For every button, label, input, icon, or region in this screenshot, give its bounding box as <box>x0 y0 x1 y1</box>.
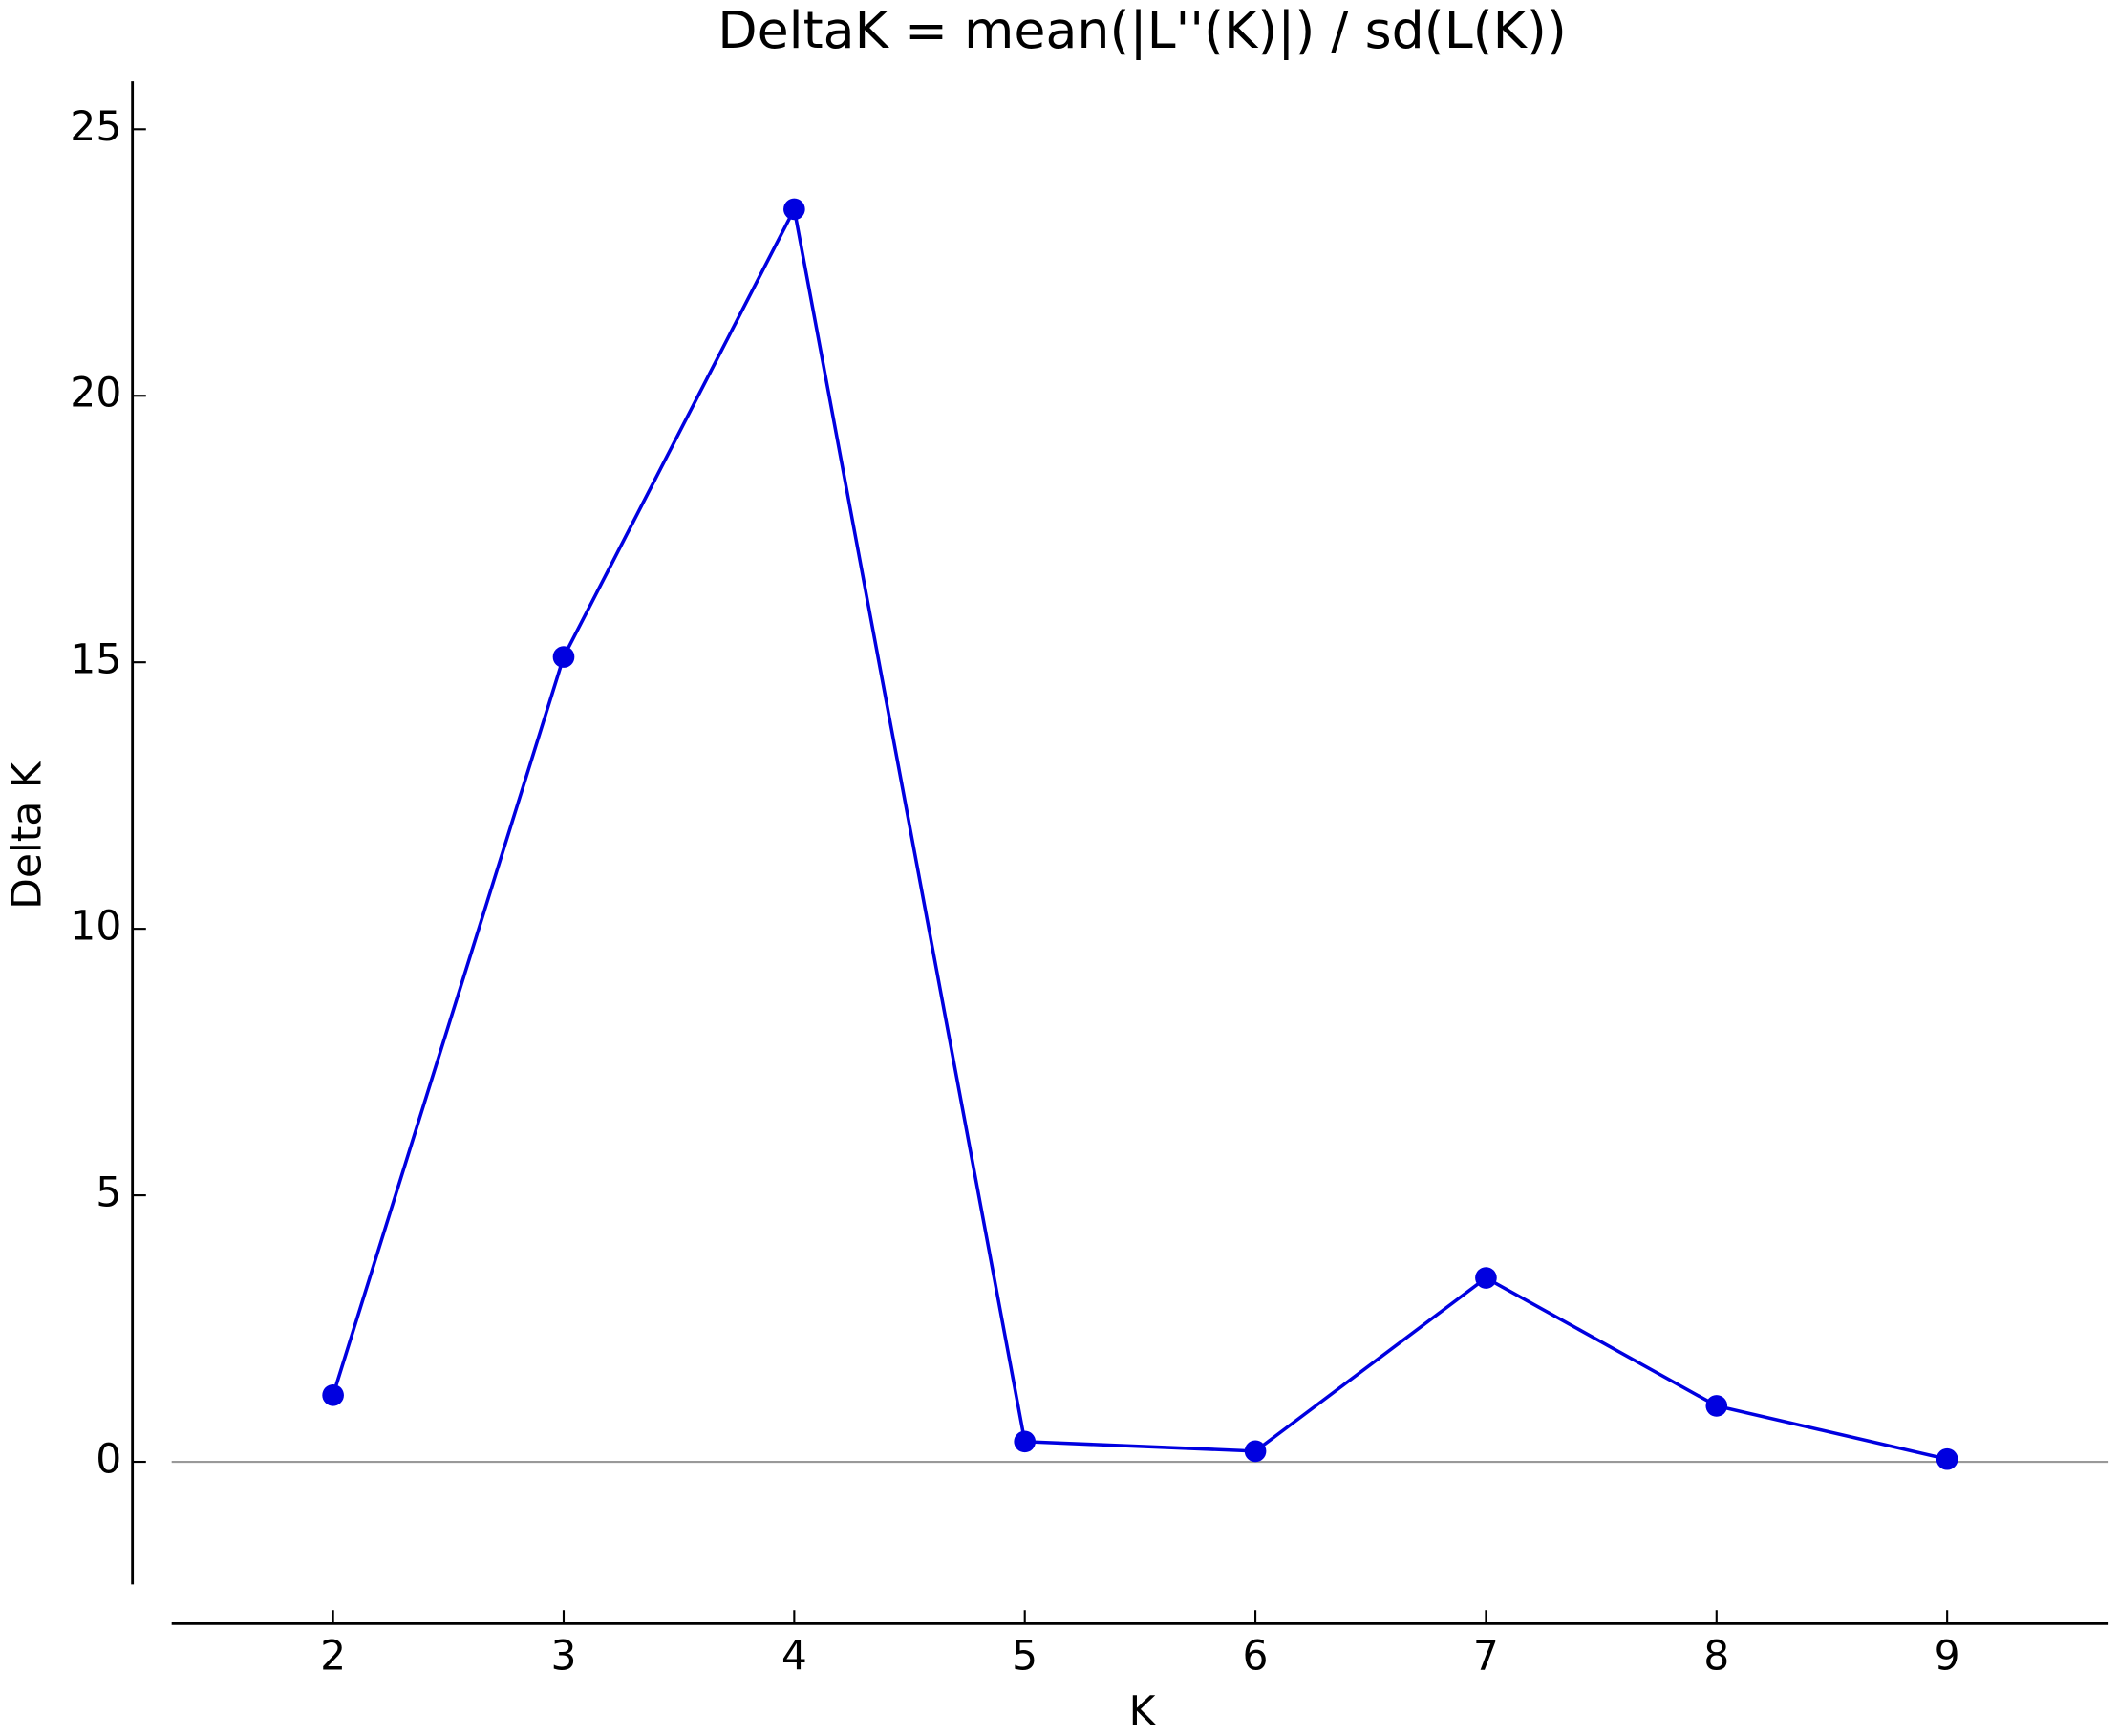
data-point <box>783 198 805 221</box>
y-tick-label: 10 <box>70 904 121 951</box>
data-point <box>1705 1395 1728 1417</box>
x-tick-label: 2 <box>320 1634 346 1681</box>
data-line <box>331 204 1948 1461</box>
y-tick-label: 25 <box>70 104 121 151</box>
chart-title: DeltaK = mean(|L''(K)|) / sd(L(K)) <box>717 0 1567 60</box>
data-point <box>1475 1267 1497 1289</box>
x-tick-label: 6 <box>1243 1634 1269 1681</box>
data-point <box>322 1383 344 1406</box>
data-point <box>552 646 575 668</box>
y-tick-label: 0 <box>96 1437 121 1484</box>
y-axis-label: Delta K <box>5 761 52 910</box>
data-point <box>1014 1430 1037 1453</box>
x-tick-label: 8 <box>1703 1634 1729 1681</box>
x-tick-label: 3 <box>550 1634 576 1681</box>
data-point <box>1936 1447 1958 1470</box>
x-tick-label: 9 <box>1935 1634 1960 1681</box>
y-tick-label: 5 <box>96 1170 121 1217</box>
x-tick-label: 4 <box>781 1634 807 1681</box>
y-tick-label: 15 <box>70 637 121 684</box>
data-point <box>1244 1440 1267 1463</box>
x-axis-label: K <box>1129 1689 1157 1736</box>
x-tick-label: 7 <box>1473 1634 1499 1681</box>
x-tick-label: 5 <box>1012 1634 1038 1681</box>
y-tick-label: 20 <box>70 371 121 418</box>
